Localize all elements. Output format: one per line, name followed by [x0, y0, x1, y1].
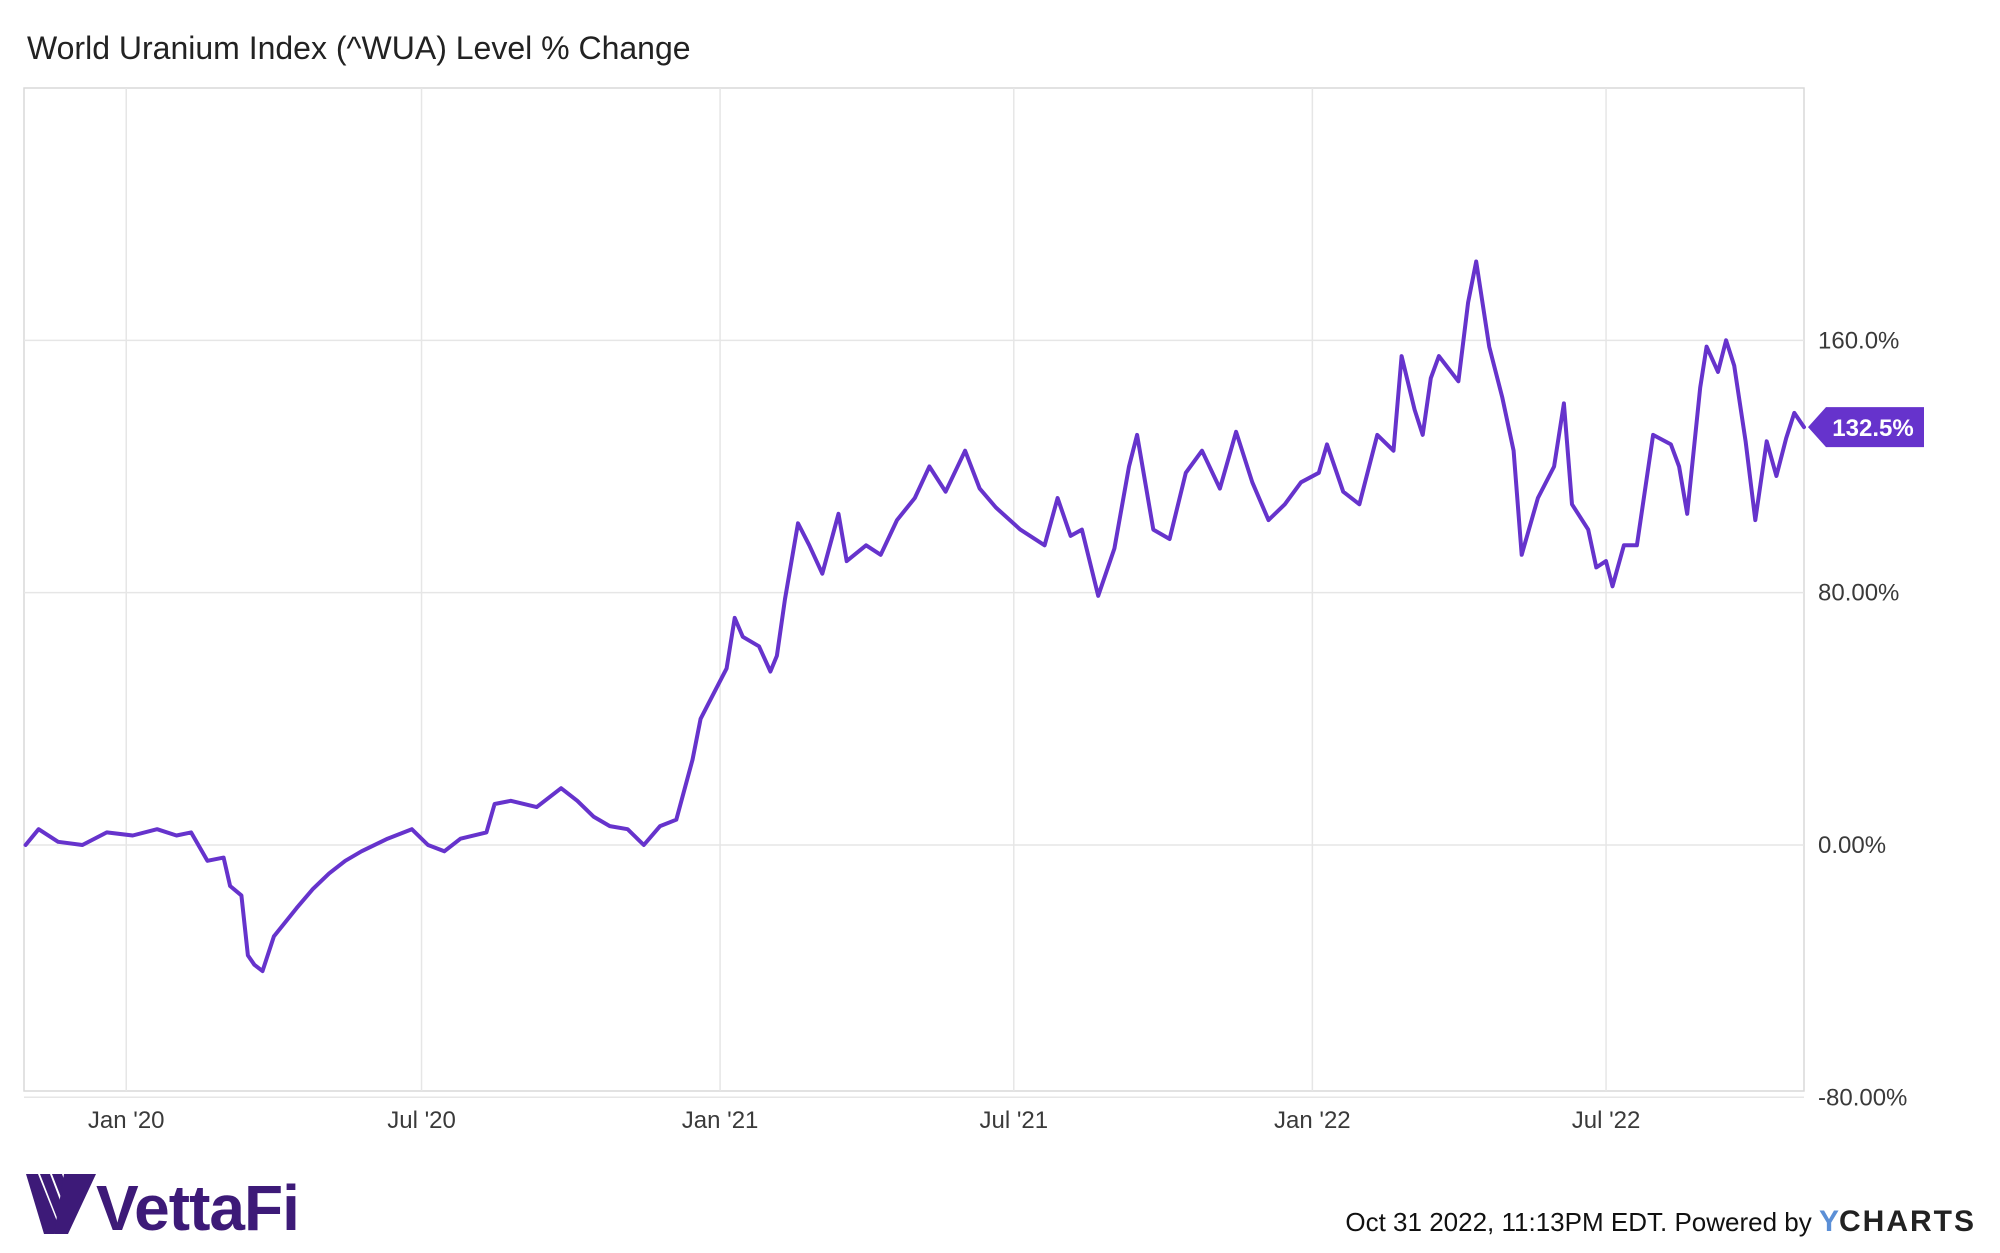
- timestamp: Oct 31 2022, 11:13PM EDT.: [1345, 1207, 1668, 1237]
- y-tick-label: 0.00%: [1818, 832, 1886, 859]
- y-tick-label: 160.0%: [1818, 327, 1899, 354]
- last-value-marker: 132.5%: [1808, 407, 1924, 448]
- footer-attribution: Oct 31 2022, 11:13PM EDT. Powered by YCH…: [1345, 1205, 1976, 1239]
- x-axis: Jan '20 Jul '20 Jan '21 Jul '21 Jan '22 Jul '…: [88, 1107, 1640, 1134]
- x-tick-label: Jul '21: [979, 1107, 1048, 1134]
- vettafi-v-mark-icon: [26, 1174, 96, 1234]
- x-tick-label: Jan '22: [1274, 1107, 1351, 1134]
- x-tick-label: Jan '20: [88, 1107, 165, 1134]
- vettafi-logo: VettaFi: [26, 1172, 300, 1244]
- ycharts-wordmark: CHARTS: [1839, 1205, 1976, 1238]
- y-axis: 160.0% 80.00% 0.00% -80.00%: [1818, 327, 1907, 1111]
- chart-title: World Uranium Index (^WUA) Level % Chang…: [27, 30, 691, 66]
- series-layer: [23, 259, 1806, 974]
- last-value-label: 132.5%: [1832, 415, 1913, 442]
- grid-layer: [24, 88, 1804, 1099]
- powered-by-text: Powered by: [1674, 1207, 1812, 1237]
- last-value-badge: [1808, 407, 1924, 448]
- plot-area: [23, 87, 1805, 1092]
- y-tick-label: 80.00%: [1818, 580, 1899, 607]
- x-tick-label: Jan '21: [682, 1107, 759, 1134]
- x-tick-label: Jul '20: [387, 1107, 456, 1134]
- x-tick-label: Jul '22: [1572, 1107, 1641, 1134]
- y-tick-label: -80.00%: [1818, 1084, 1907, 1111]
- series-line-wua: [23, 259, 1806, 974]
- brand-logo: VettaFi: [24, 1170, 304, 1244]
- ycharts-y-logo: Y: [1818, 1205, 1839, 1238]
- brand-name: VettaFi: [96, 1172, 299, 1236]
